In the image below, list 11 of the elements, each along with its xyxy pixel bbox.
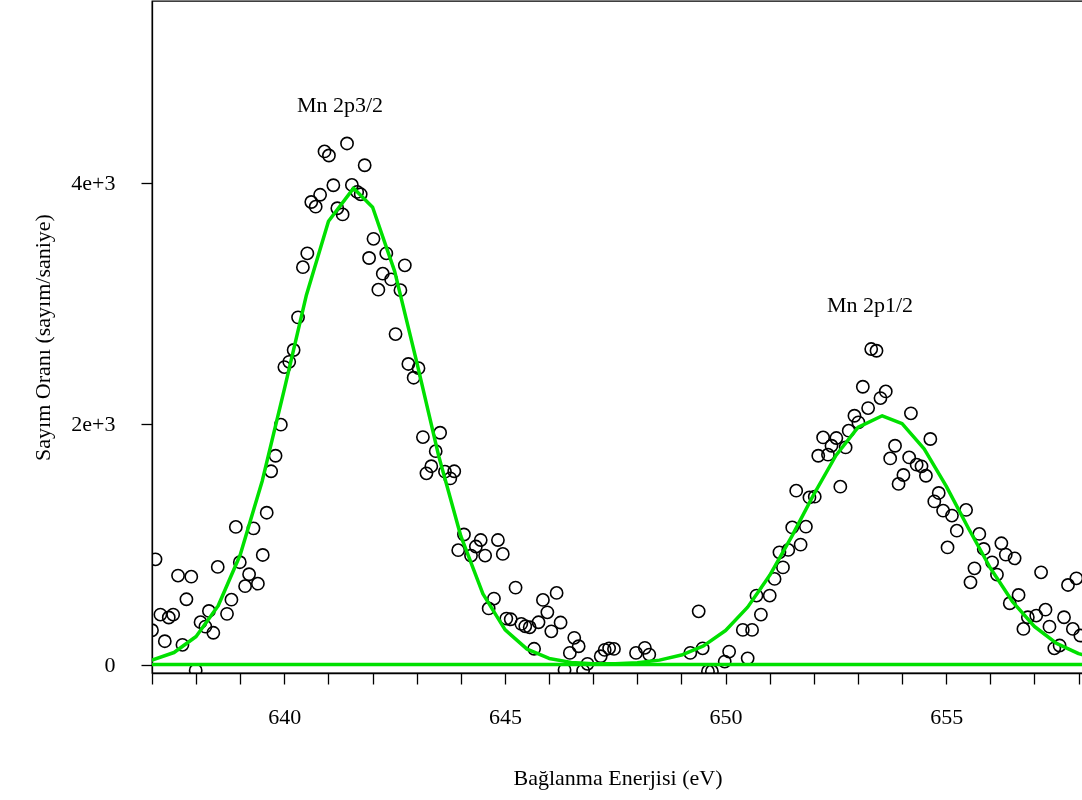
annotation: Mn 2p3/2 — [296, 92, 384, 117]
x-axis-title: Bağlanma Enerjisi (eV) — [513, 764, 723, 790]
x-tick-label: 655 — [930, 703, 964, 729]
y-tick-label: 4e+3 — [71, 170, 116, 196]
y-tick-label: 2e+3 — [71, 411, 116, 437]
x-tick-label: 640 — [268, 703, 302, 729]
annotation: Mn 2p1/2 — [826, 292, 914, 317]
x-tick-label: 650 — [709, 703, 743, 729]
y-axis-title: Sayım Oranı (sayım/saniye) — [30, 214, 56, 461]
y-tick-label: 0 — [104, 652, 116, 678]
x-tick-label: 645 — [488, 703, 522, 729]
